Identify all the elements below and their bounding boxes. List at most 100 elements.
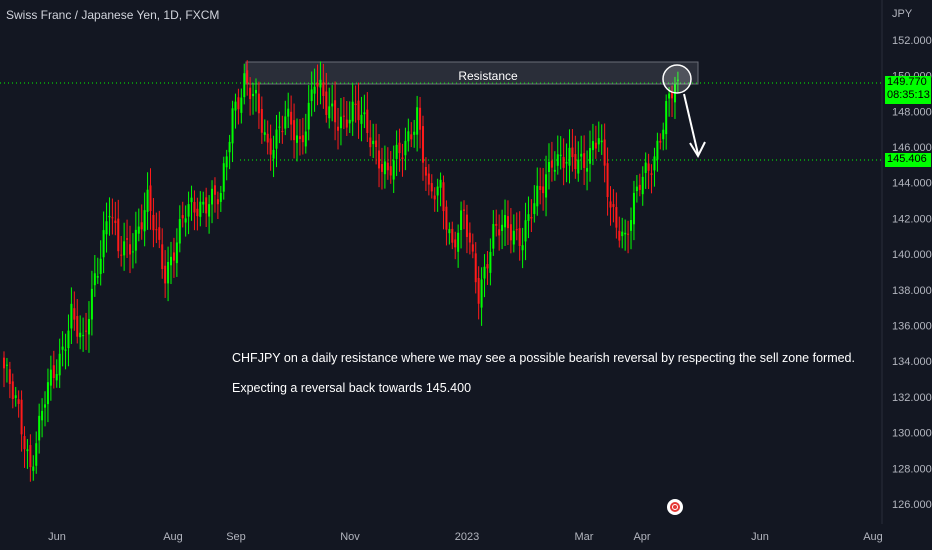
candle-down	[451, 228, 454, 243]
candle-up	[38, 415, 41, 441]
candle-down	[164, 265, 167, 284]
candle-up	[219, 192, 222, 202]
candle-down	[471, 244, 474, 252]
candle-up	[278, 126, 281, 128]
candle-down	[375, 140, 378, 148]
candle-down	[433, 195, 436, 200]
candle-down	[257, 93, 260, 114]
candle-down	[380, 164, 383, 172]
candle-up	[668, 93, 671, 99]
candle-up	[49, 369, 52, 386]
reversal-highlight-circle[interactable]	[662, 64, 692, 94]
candle-down	[419, 107, 422, 130]
candle-up	[521, 245, 524, 251]
candle-down	[322, 82, 325, 96]
candle-down	[401, 157, 404, 159]
candle-up	[67, 330, 70, 349]
candle-up	[559, 154, 562, 156]
candle-up	[287, 108, 290, 117]
candle-down	[618, 230, 621, 241]
candle-down	[518, 228, 521, 246]
candle-down	[509, 224, 512, 241]
candle-down	[562, 157, 565, 168]
candle-up	[665, 101, 668, 135]
candle-down	[427, 173, 430, 185]
candle-up	[556, 154, 559, 166]
candle-down	[468, 232, 471, 243]
candle-up	[93, 273, 96, 286]
y-tick-label: 138.000	[892, 285, 932, 297]
candle-up	[591, 141, 594, 151]
y-axis: 126.000 128.000 130.000 132.000 134.000 136.0…	[892, 35, 932, 511]
candle-down	[269, 138, 272, 155]
y-tick-label: 132.000	[892, 392, 932, 404]
candle-down	[76, 316, 79, 337]
analysis-note-2: Expecting a reversal back towards 145.40…	[232, 381, 472, 395]
candle-down	[337, 126, 340, 131]
candle-up	[565, 162, 568, 164]
candle-up	[653, 156, 656, 171]
candle-down	[594, 142, 597, 149]
candle-down	[205, 197, 208, 214]
resistance-zone[interactable]	[245, 61, 699, 85]
candle-down	[249, 87, 252, 100]
candle-up	[304, 131, 307, 147]
candle-down	[463, 209, 466, 211]
candle-up	[310, 89, 313, 102]
candle-up	[26, 449, 29, 452]
candle-up	[457, 232, 460, 252]
candle-up	[70, 303, 73, 329]
candle-up	[527, 214, 530, 221]
candle-down	[73, 308, 76, 320]
candle-up	[545, 174, 548, 198]
candle-up	[439, 179, 442, 188]
candle-up	[143, 210, 146, 232]
candle-up	[284, 116, 287, 129]
candle-up	[644, 162, 647, 174]
candle-up	[105, 221, 108, 235]
candle-down	[52, 365, 55, 378]
candle-down	[325, 91, 328, 115]
candle-up	[392, 160, 395, 180]
candle-up	[146, 189, 149, 212]
candle-down	[316, 82, 319, 87]
candle-down	[659, 140, 662, 143]
x-axis: Jun Aug Sep Nov 2023 Mar Apr Jun Aug	[48, 531, 883, 543]
candle-up	[102, 230, 105, 258]
candle-down	[515, 229, 518, 231]
candle-up	[243, 73, 246, 98]
candle-up	[635, 186, 638, 192]
y-tick-label: 134.000	[892, 356, 932, 368]
candle-down	[603, 139, 606, 166]
candle-up	[641, 176, 644, 195]
candle-up	[137, 226, 140, 234]
bearish-arrow-line[interactable]	[683, 93, 699, 155]
candle-up	[44, 404, 47, 408]
candle-down	[172, 252, 175, 261]
bearish-arrow-head	[689, 141, 706, 159]
candle-up	[319, 79, 322, 88]
x-tick-label: Sep	[226, 531, 246, 543]
candle-up	[580, 153, 583, 157]
candle-up	[175, 242, 178, 264]
x-tick-label: Apr	[633, 531, 650, 543]
candle-down	[111, 217, 114, 219]
candle-down	[29, 445, 32, 468]
candle-up	[536, 185, 539, 207]
candle-up	[621, 231, 624, 237]
candle-up	[676, 79, 679, 81]
candle-down	[410, 134, 413, 140]
candle-down	[345, 119, 348, 128]
y-tick-label: 142.000	[892, 213, 932, 225]
candle-up	[99, 258, 102, 274]
candle-down	[615, 207, 618, 228]
candle-down	[442, 182, 445, 212]
candle-down	[465, 214, 468, 237]
candle-down	[114, 220, 117, 223]
candle-up	[416, 107, 419, 135]
candle-up	[208, 204, 211, 217]
candle-down	[650, 173, 653, 175]
record-button[interactable]	[667, 499, 683, 515]
candle-up	[512, 230, 515, 245]
